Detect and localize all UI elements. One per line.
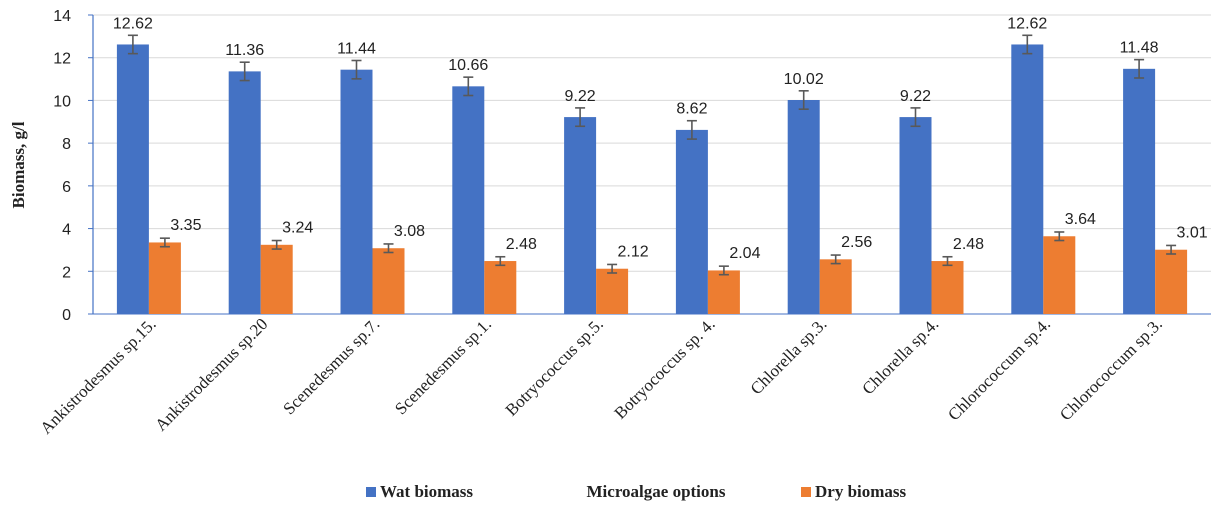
error-bar [1054,231,1065,242]
error-bar [686,119,697,140]
y-axis-title: Biomass, g/l [9,121,28,208]
error-bar [910,107,921,128]
data-labels: 12.62 11.36 11.44 10.66 9.22 8.62 10.02 9.22 12.… [113,15,1208,262]
x-category-label: Scenedesmus sp.1. [391,314,495,418]
bar-dry-biomass [1155,249,1188,314]
data-label: 2.48 [506,236,537,253]
x-category-label: Chlorella sp.4. [858,314,942,398]
bar-wat-biomass [1011,44,1044,314]
error-bar [575,107,586,128]
data-label: 12.62 [1007,15,1047,32]
y-tick-label: 14 [53,8,71,25]
legend-swatch-dry-biomass [801,487,811,497]
error-bar [942,255,953,267]
error-bar [1134,58,1145,79]
bar-wat-biomass [787,100,820,314]
bar-dry-biomass [484,261,517,314]
data-label: 3.35 [170,217,201,234]
y-tick-label: 6 [62,179,71,196]
error-bar [1166,244,1177,255]
legend-label-dry-biomass: Dry biomass [815,482,907,501]
bar-wat-biomass [116,44,149,314]
x-category-label: Chlorococcum sp.4. [944,314,1054,424]
data-label: 2.56 [841,234,872,251]
error-bar [239,61,250,82]
error-bar [383,243,394,254]
bar-wat-biomass [340,69,373,314]
x-axis-category-labels: Ankistrodesmus sp.15.Ankistrodesmus sp.2… [36,314,1166,437]
error-bar [463,76,474,97]
bar-dry-biomass [931,261,964,314]
data-label: 2.12 [618,243,649,260]
error-bar [718,265,729,276]
data-label: 12.62 [113,15,153,32]
data-label: 11.44 [337,40,376,57]
bar-dry-biomass [260,244,293,314]
bar-wat-biomass [1123,68,1156,314]
bar-wat-biomass [228,71,261,314]
y-axis-ticks: 0 2 4 6 8 10 12 14 [53,8,94,324]
data-label: 3.64 [1065,211,1096,228]
bar-dry-biomass [707,270,740,314]
x-category-label: Chlorococcum sp.3. [1056,314,1166,424]
data-label: 10.02 [784,71,824,88]
error-bar [127,34,138,55]
data-label: 2.04 [729,245,760,262]
error-bar [351,59,362,80]
data-label: 9.22 [900,88,931,105]
data-label: 10.66 [448,57,488,74]
data-label: 2.48 [953,236,984,253]
error-bar [798,90,809,110]
data-label: 11.48 [1120,40,1159,57]
y-tick-label: 10 [53,93,71,110]
y-tick-label: 4 [62,222,71,239]
data-label: 8.62 [676,101,707,118]
error-bar [495,255,506,267]
bar-wat-biomass [899,117,932,314]
x-category-label: Scenedesmus sp.7. [279,314,383,418]
bar-dry-biomass [819,259,852,314]
y-tick-label: 2 [62,264,71,281]
y-tick-label: 8 [62,136,71,153]
bar-wat-biomass [452,86,485,314]
x-category-label: Ankistrodesmus sp.20 [151,314,271,434]
x-category-label: Botryococcus sp.5. [502,314,607,419]
data-label: 3.24 [282,220,313,237]
data-label: 9.22 [565,88,596,105]
bar-dry-biomass [148,242,181,314]
y-tick-label: 12 [53,51,71,68]
bar-wat-biomass [675,129,708,314]
data-label: 3.01 [1177,224,1208,241]
x-axis-title: Microalgae options [587,482,726,501]
bar-wat-biomass [564,117,597,314]
error-bars [127,34,1177,276]
y-tick-label: 0 [62,307,71,324]
error-bar [159,237,170,248]
data-label: 3.08 [394,223,425,240]
error-bar [607,263,618,274]
legend-swatch-wat-biomass [366,487,376,497]
legend-label-wat-biomass: Wat biomass [380,482,473,501]
error-bar [830,254,841,265]
legend: Wat biomass Dry biomass [366,482,907,501]
error-bar [1022,34,1033,55]
bar-dry-biomass [372,248,405,314]
bar-dry-biomass [596,268,629,314]
x-category-label: Botryococcus sp. 4. [610,314,718,422]
bar-dry-biomass [1043,236,1076,314]
data-label: 11.36 [225,42,264,59]
x-category-label: Chlorella sp.3. [747,314,831,398]
bars [116,44,1188,314]
x-category-label: Ankistrodesmus sp.15. [36,314,159,437]
error-bar [271,239,282,250]
